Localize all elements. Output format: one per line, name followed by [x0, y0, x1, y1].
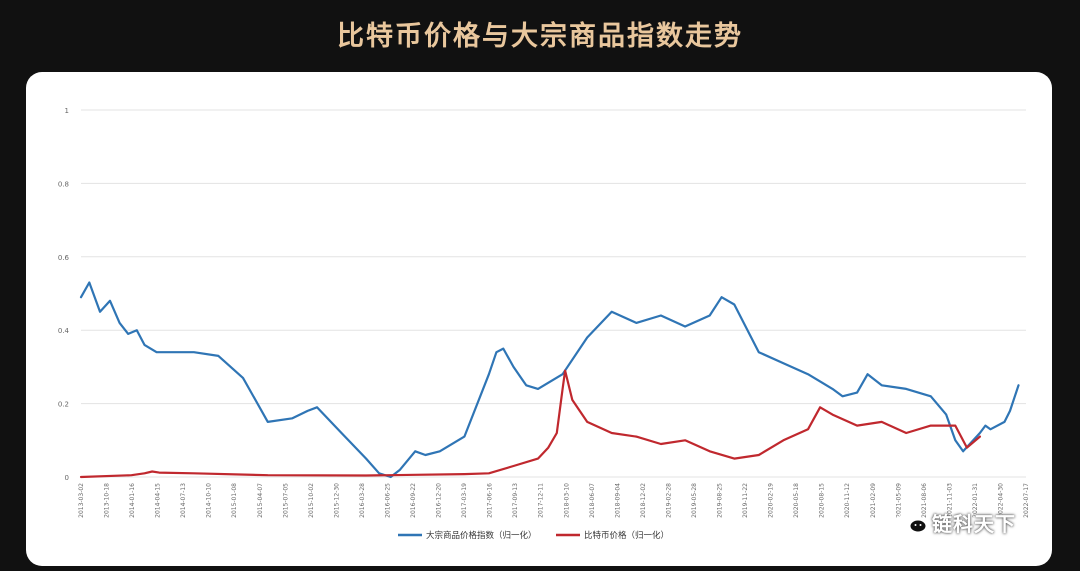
x-tick-label: 2020-08-15: [819, 483, 826, 518]
x-tick-label: 2020-05-18: [793, 483, 800, 518]
x-tick-label: 2017-06-16: [487, 483, 494, 518]
chart-card: [26, 72, 1052, 566]
legend-label: 比特币价格（归一化）: [584, 530, 669, 541]
x-tick-label: 2018-06-07: [589, 483, 596, 518]
x-tick-label: 2021-08-06: [921, 483, 928, 518]
x-tick-label: 2015-07-05: [282, 483, 289, 518]
x-tick-label: 2019-08-25: [717, 483, 724, 518]
x-tick-label: 2016-09-22: [410, 483, 417, 518]
y-tick-label: 0.8: [58, 180, 69, 188]
x-tick-label: 2017-03-19: [461, 483, 468, 518]
legend-label: 大宗商品价格指数（归一化）: [426, 530, 537, 541]
gridlines: [81, 109, 1026, 478]
page-title: 比特币价格与大宗商品指数走势: [337, 21, 743, 52]
x-tick-label: 2015-10-02: [308, 483, 315, 518]
x-tick-label: 2016-03-28: [359, 483, 366, 518]
x-tick-label: 2017-09-13: [512, 483, 519, 518]
y-tick-label: 0.6: [58, 254, 70, 262]
line-chart: 0 0.2 0.4 0.6 0.8 1 2013-03-02 2013-10-18 2014-…: [58, 107, 1030, 541]
y-tick-label: 0.4: [58, 327, 70, 335]
x-tick-label: 2018-09-04: [614, 483, 621, 518]
x-tick-label: 2020-02-19: [768, 483, 775, 518]
x-tick-label: 2013-10-18: [104, 483, 111, 518]
x-tick-label: 2022-01-31: [972, 483, 979, 518]
y-tick-label: 0.2: [58, 401, 69, 409]
x-tick-label: 2021-02-09: [870, 483, 877, 518]
x-tick-label: 2019-11-22: [742, 483, 749, 518]
series-line-bitcoin: [79, 369, 981, 479]
series-lines: [79, 281, 1020, 479]
series-line-commodity: [79, 281, 1020, 479]
x-tick-label: 2022-04-30: [997, 483, 1004, 518]
x-tick-label: 2013-03-02: [78, 483, 85, 518]
watermark-text: 链科天下: [932, 512, 1016, 536]
x-tick-label: 2018-03-10: [563, 483, 570, 518]
x-tick-label: 2015-04-07: [257, 483, 264, 518]
x-tick-label: 2016-06-25: [384, 483, 391, 518]
x-tick-label: 2022-07-17: [1023, 483, 1030, 518]
x-tick-label: 2014-04-15: [155, 483, 162, 518]
x-tick-label: 2015-01-08: [231, 483, 238, 518]
x-tick-label: 2021-05-09: [895, 483, 902, 518]
y-tick-label: 1: [65, 107, 69, 115]
wechat-icon: [898, 511, 928, 533]
y-axis-ticks: 0 0.2 0.4 0.6 0.8 1: [58, 107, 70, 482]
x-tick-label: 2015-12-30: [333, 483, 340, 518]
x-tick-label: 2014-10-10: [206, 483, 213, 518]
x-tick-label: 2014-07-13: [180, 483, 187, 518]
x-tick-label: 2018-12-02: [640, 483, 647, 518]
x-tick-label: 2014-01-16: [129, 483, 136, 518]
x-tick-label: 2019-05-28: [691, 483, 698, 518]
x-axis-ticks: 2013-03-02 2013-10-18 2014-01-16 2014-04-15…: [78, 483, 1030, 518]
x-tick-label: 2019-02-28: [665, 483, 672, 518]
y-tick-label: 0: [65, 474, 69, 482]
x-tick-label: 2020-11-12: [844, 483, 851, 518]
watermark: 链科天下: [898, 508, 1016, 537]
x-tick-label: 2021-11-03: [946, 483, 953, 518]
legend: 大宗商品价格指数（归一化） 比特币价格（归一化）: [398, 530, 669, 541]
x-tick-label: 2016-12-20: [436, 483, 443, 518]
x-tick-label: 2017-12-11: [538, 483, 545, 518]
